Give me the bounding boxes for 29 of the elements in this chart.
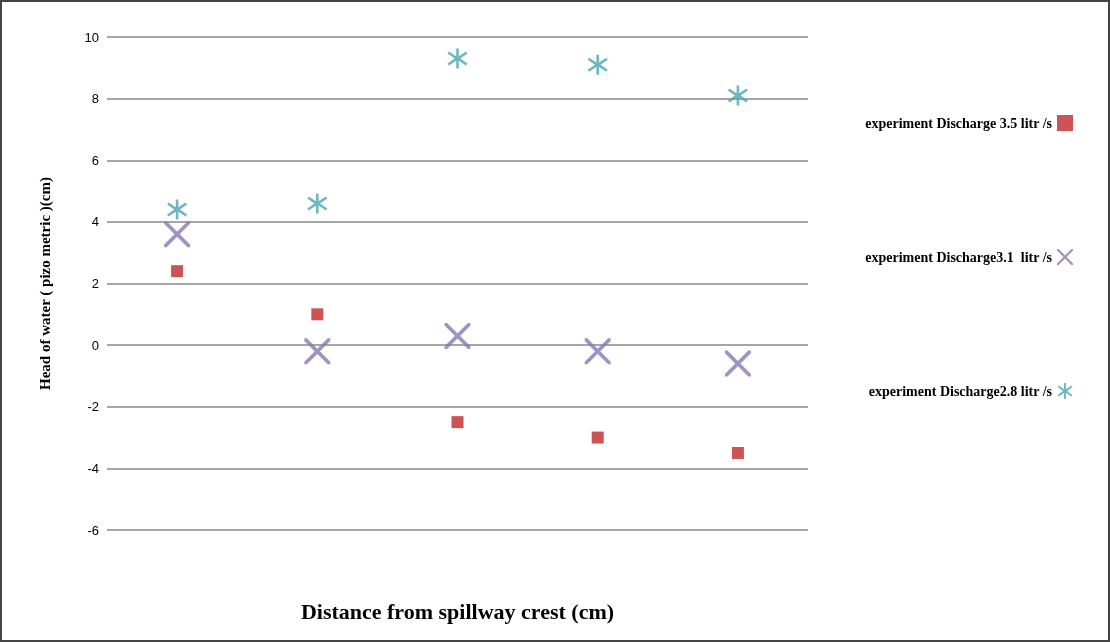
point bbox=[584, 338, 611, 365]
point bbox=[171, 265, 184, 278]
legend-label: experiment Discharge 3.5 litr /s bbox=[865, 115, 1053, 131]
y-tick-label: -2 bbox=[87, 399, 99, 415]
y-tick-label: 0 bbox=[91, 337, 99, 353]
y-tick-label: -6 bbox=[87, 522, 99, 538]
y-tick-label: 8 bbox=[91, 91, 99, 107]
y-tick-label: -4 bbox=[87, 460, 99, 476]
point bbox=[591, 431, 604, 444]
y-axis-title: Head of water ( pizo metric )(cm) bbox=[36, 177, 54, 390]
point bbox=[727, 85, 748, 106]
point bbox=[307, 193, 328, 214]
point bbox=[451, 416, 464, 429]
y-tick-label: 10 bbox=[84, 29, 99, 45]
point bbox=[167, 199, 188, 220]
point bbox=[731, 446, 744, 459]
legend-label: experiment Discharge3.1 litr /s bbox=[865, 249, 1053, 265]
point bbox=[724, 350, 751, 377]
point bbox=[164, 221, 191, 248]
point bbox=[587, 54, 608, 75]
point bbox=[444, 322, 471, 349]
point bbox=[311, 308, 324, 321]
point bbox=[447, 48, 468, 69]
y-tick-label: 4 bbox=[91, 214, 99, 230]
x-axis-title: Distance from spillway crest (cm) bbox=[300, 598, 615, 624]
y-tick-label: 6 bbox=[91, 152, 99, 168]
legend-label: experiment Discharge2.8 litr /s bbox=[868, 383, 1053, 399]
point bbox=[304, 338, 331, 365]
y-tick-label: 2 bbox=[91, 276, 99, 291]
